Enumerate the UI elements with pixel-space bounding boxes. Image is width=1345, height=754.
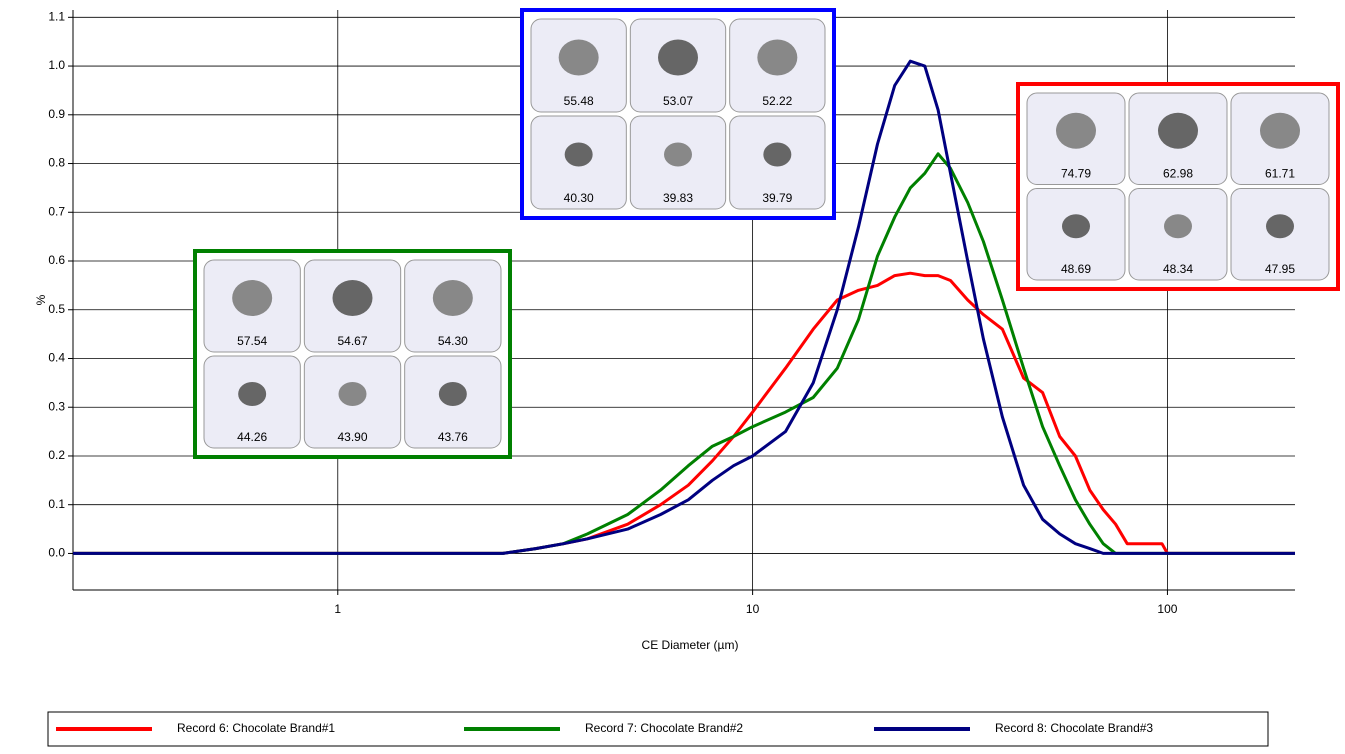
particle-image xyxy=(332,280,373,316)
particle-image xyxy=(1260,112,1300,149)
particle-image xyxy=(558,39,599,76)
x-axis-label: CE Diameter (µm) xyxy=(642,638,739,652)
particle-label: 47.95 xyxy=(1265,262,1295,276)
x-tick-label: 10 xyxy=(746,602,760,616)
particle-label: 61.71 xyxy=(1265,167,1295,181)
y-tick-label: 1.0 xyxy=(48,58,65,72)
particle-image xyxy=(438,382,467,406)
y-tick-label: 0.3 xyxy=(48,399,65,413)
particle-label: 57.54 xyxy=(237,334,267,348)
series-line xyxy=(73,271,1295,555)
particle-label: 54.67 xyxy=(337,334,367,348)
particle-label: 43.76 xyxy=(438,430,468,444)
particle-label: 40.30 xyxy=(564,191,594,205)
series-line xyxy=(73,59,1295,555)
x-tick-label: 1 xyxy=(334,602,341,616)
y-tick-label: 0.0 xyxy=(48,546,65,560)
particle-label: 55.48 xyxy=(564,94,594,108)
particle-image xyxy=(1062,214,1090,239)
legend-label: Record 6: Chocolate Brand#1 xyxy=(177,721,335,735)
particle-label: 54.30 xyxy=(438,334,468,348)
y-tick-label: 0.5 xyxy=(48,302,65,316)
legend-box xyxy=(47,711,1269,747)
legend-label: Record 8: Chocolate Brand#3 xyxy=(995,721,1153,735)
y-tick-label: 0.9 xyxy=(48,107,65,121)
series-line xyxy=(73,152,1295,555)
y-tick-label: 0.6 xyxy=(48,253,65,267)
y-tick-label: 0.2 xyxy=(48,448,65,462)
x-tick-label: 100 xyxy=(1157,602,1177,616)
particle-image xyxy=(432,280,473,316)
particle-label: 53.07 xyxy=(663,94,693,108)
particle-image xyxy=(763,142,792,167)
particle-label: 39.83 xyxy=(663,191,693,205)
y-tick-label: 0.7 xyxy=(48,204,65,218)
particle-label: 62.98 xyxy=(1163,167,1193,181)
particle-label: 74.79 xyxy=(1061,167,1091,181)
particle-label: 44.26 xyxy=(237,430,267,444)
particle-label: 48.34 xyxy=(1163,262,1193,276)
particle-image xyxy=(1056,112,1096,149)
particle-label: 39.79 xyxy=(762,191,792,205)
particle-image xyxy=(658,39,698,76)
legend-label: Record 7: Chocolate Brand#2 xyxy=(585,721,743,735)
y-axis-label: % xyxy=(34,294,48,305)
y-tick-label: 0.4 xyxy=(48,351,65,365)
y-tick-label: 0.8 xyxy=(48,156,65,170)
particle-image xyxy=(1266,214,1294,239)
particle-image xyxy=(564,142,593,167)
particle-label: 43.90 xyxy=(337,430,367,444)
particle-image xyxy=(1164,214,1192,239)
particle-image xyxy=(1158,112,1198,149)
particle-label: 52.22 xyxy=(762,94,792,108)
y-tick-label: 0.1 xyxy=(48,497,65,511)
particle-image xyxy=(757,39,798,76)
particle-image xyxy=(664,142,692,167)
y-tick-label: 1.1 xyxy=(48,9,65,23)
particle-image xyxy=(232,280,273,316)
particle-image xyxy=(338,382,367,406)
particle-image xyxy=(238,382,267,406)
particle-label: 48.69 xyxy=(1061,262,1091,276)
